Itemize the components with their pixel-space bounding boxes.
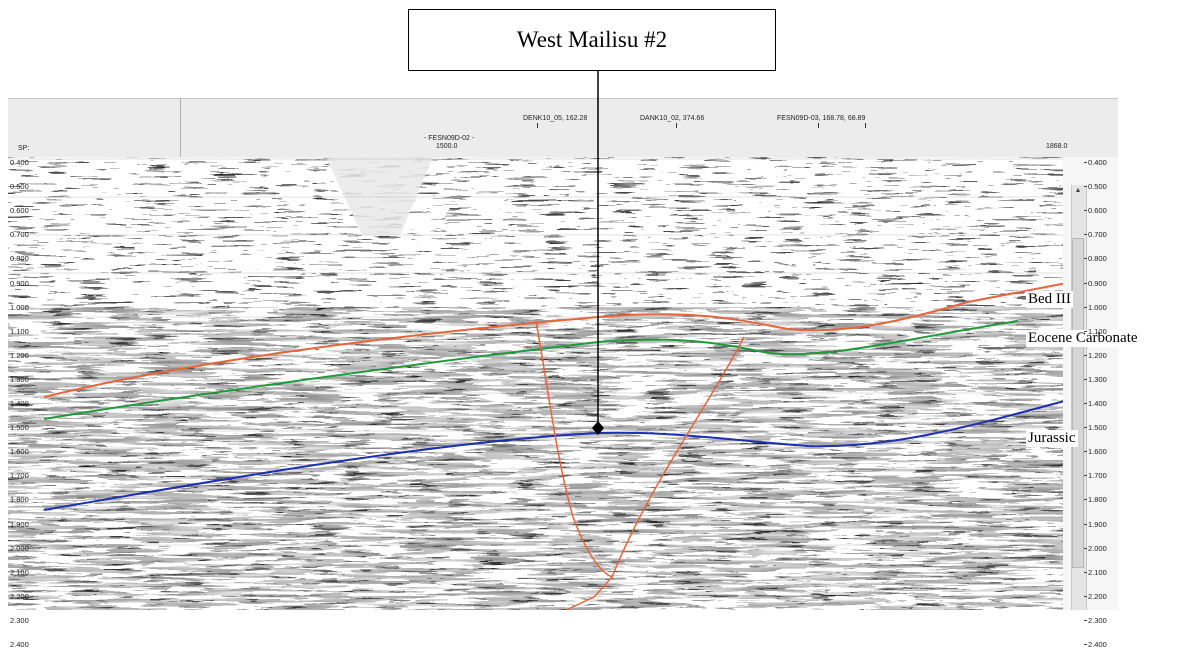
time-tick-right: 0.600	[1084, 206, 1107, 216]
time-tick-left: 1.600	[10, 447, 29, 457]
time-tick-left: 1.300	[10, 374, 29, 384]
horizon-eocene-carbonate	[43, 320, 1019, 420]
horizon-jurassic	[43, 398, 1072, 511]
time-tick-left: 2.000	[10, 543, 29, 553]
time-tick-left: 1.000	[10, 302, 29, 312]
time-tick-right: 1.200	[1084, 350, 1107, 360]
tie-tick-4	[865, 123, 866, 128]
time-tick-left: 0.800	[10, 254, 29, 264]
time-tick-right: 0.700	[1084, 230, 1107, 240]
time-tick-left: 1.200	[10, 350, 29, 360]
time-tick-left: 2.300	[10, 615, 29, 625]
time-tick-left: 0.600	[10, 206, 29, 216]
scroll-up-arrow-icon[interactable]: ▲	[1074, 187, 1082, 194]
time-tick-right: 1.900	[1084, 519, 1107, 529]
header-divider	[180, 98, 181, 157]
scrollbar-thumb[interactable]	[1072, 238, 1084, 568]
tie-tick-2	[676, 123, 677, 128]
time-tick-right: 2.300	[1084, 615, 1107, 625]
shotpoint-mid: 1500.0	[436, 143, 458, 150]
sp-label: SP:	[18, 145, 30, 152]
time-tick-left: 2.400	[10, 640, 29, 649]
section-noise-lower	[8, 307, 1072, 610]
time-tick-right: 1.500	[1084, 423, 1107, 433]
shotpoint-end: 1868.0	[1046, 143, 1068, 150]
time-tick-left: 0.400	[10, 158, 29, 167]
time-tick-right: 1.000	[1084, 302, 1107, 312]
time-tick-right: 1.400	[1084, 399, 1107, 408]
fault-west	[535, 320, 613, 578]
time-tick-right: 2.400	[1084, 640, 1107, 649]
fault-east	[565, 336, 745, 610]
tie-label-denk10-05: DENK10_05, 162.28	[523, 115, 588, 122]
time-tick-left: 0.500	[10, 182, 29, 192]
time-tick-right: 0.800	[1084, 254, 1107, 264]
label-bed-iii: Bed III	[1026, 291, 1073, 308]
time-tick-left: 0.900	[10, 278, 29, 288]
time-tick-left: 1.800	[10, 495, 29, 505]
time-tick-left: 1.100	[10, 326, 29, 336]
time-tick-left: 2.100	[10, 567, 29, 577]
time-tick-right: 1.800	[1084, 495, 1107, 505]
time-tick-right: 0.500	[1084, 182, 1107, 192]
time-tick-left: 2.200	[10, 591, 29, 601]
time-tick-right: 1.100	[1084, 326, 1107, 336]
line-name: - FESN09D-02 -	[424, 135, 475, 142]
time-tick-right: 0.400	[1084, 158, 1107, 167]
timing-lines	[8, 158, 1072, 584]
time-tick-right: 0.900	[1084, 278, 1107, 288]
time-tick-right: 2.200	[1084, 591, 1107, 601]
time-tick-right: 1.700	[1084, 471, 1107, 481]
time-tick-left: 0.700	[10, 230, 29, 240]
time-tick-right: 1.300	[1084, 374, 1107, 384]
time-tick-right: 1.600	[1084, 447, 1107, 457]
seismic-section	[8, 157, 1072, 610]
time-tick-right: 2.000	[1084, 543, 1107, 553]
section-header	[8, 98, 1118, 158]
time-tick-left: 1.900	[10, 519, 29, 529]
tie-label-fesn09d-03: FESN09D-03, 168.78, 68.89	[777, 115, 866, 122]
tie-tick-1	[537, 123, 538, 128]
time-tick-left: 1.400	[10, 399, 29, 408]
time-tick-left: 1.500	[10, 423, 29, 433]
time-tick-left: 1.700	[10, 471, 29, 481]
horizon-bed-iii	[43, 281, 1072, 398]
label-jurassic: Jurassic	[1026, 430, 1078, 447]
well-name: West Mailisu #2	[516, 27, 668, 52]
mute-zone	[326, 157, 433, 235]
tie-label-dank10-02: DANK10_02, 374.66	[640, 115, 705, 122]
well-name-box: West Mailisu #2	[408, 9, 776, 71]
label-eocene-carbonate: Eocene Carbonate	[1026, 330, 1140, 347]
time-tick-right: 2.100	[1084, 567, 1107, 577]
seismic-svg	[8, 157, 1072, 610]
tie-tick-3	[818, 123, 819, 128]
